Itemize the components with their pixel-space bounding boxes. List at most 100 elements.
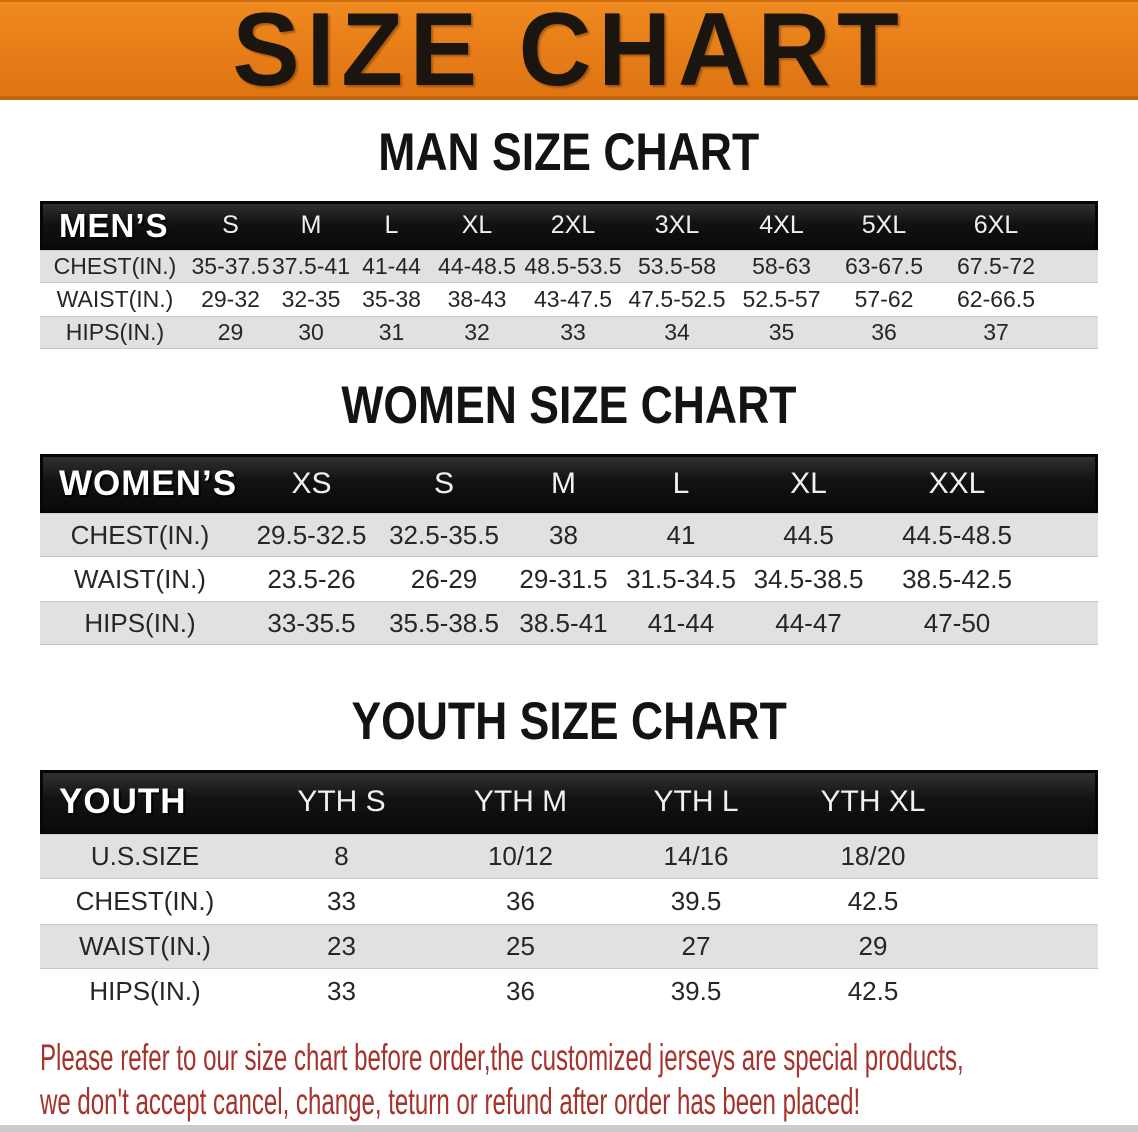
disclaimer-line-1: Please refer to our size chart before or… bbox=[40, 1037, 964, 1078]
bottom-strip bbox=[0, 1125, 1138, 1132]
size-chart-sections: MAN SIZE CHART MEN’S S M L XL 2XL 3XL 4XL 5XL 6XL C… bbox=[0, 126, 1138, 1014]
size-value: 25 bbox=[433, 924, 608, 969]
size-table-men: MEN’S S M L XL 2XL 3XL 4XL 5XL 6XL CHEST(IN.) 35-37… bbox=[40, 201, 1098, 349]
size-value: 38.5-41 bbox=[505, 601, 622, 645]
size-value: 23 bbox=[250, 924, 433, 969]
size-value: 31.5-34.5 bbox=[622, 557, 740, 601]
size-value: 44.5 bbox=[740, 513, 877, 557]
size-value: 29 bbox=[190, 316, 271, 349]
disclaimer: Please refer to our size chart before or… bbox=[40, 1036, 1138, 1124]
row-filler bbox=[962, 924, 1098, 969]
column-header: S bbox=[190, 201, 271, 250]
section-title-men: MAN SIZE CHART bbox=[0, 126, 1138, 179]
column-header: XL bbox=[740, 454, 877, 513]
row-label: CHEST(IN.) bbox=[40, 513, 240, 557]
column-header: 4XL bbox=[730, 201, 833, 250]
size-value: 32-35 bbox=[271, 283, 351, 316]
size-value: 10/12 bbox=[433, 834, 608, 879]
size-value: 36 bbox=[433, 969, 608, 1014]
size-value: 23.5-26 bbox=[240, 557, 383, 601]
size-value: 35-38 bbox=[351, 283, 432, 316]
header-group-label: WOMEN’S bbox=[40, 454, 240, 513]
row-filler bbox=[1057, 250, 1098, 283]
row-label: CHEST(IN.) bbox=[40, 879, 250, 924]
section-title-text: WOMEN SIZE CHART bbox=[341, 376, 797, 435]
table-header: MEN’S S M L XL 2XL 3XL 4XL 5XL 6XL bbox=[40, 201, 1098, 250]
table-row: WAIST(IN.) 23.5-26 26-29 29-31.5 31.5-34.5 34… bbox=[40, 557, 1098, 601]
column-header: YTH XL bbox=[784, 770, 962, 834]
size-value: 57-62 bbox=[833, 283, 935, 316]
row-filler bbox=[962, 969, 1098, 1014]
table-row: CHEST(IN.) 29.5-32.5 32.5-35.5 38 41 44.5 44.5… bbox=[40, 513, 1098, 557]
column-header: S bbox=[383, 454, 505, 513]
section-title-youth: YOUTH SIZE CHART bbox=[0, 695, 1138, 748]
row-filler bbox=[1037, 601, 1098, 645]
size-value: 41-44 bbox=[622, 601, 740, 645]
row-label: HIPS(IN.) bbox=[40, 601, 240, 645]
size-value: 33 bbox=[522, 316, 624, 349]
size-value: 30 bbox=[271, 316, 351, 349]
column-header: M bbox=[271, 201, 351, 250]
size-value: 34 bbox=[624, 316, 730, 349]
header-row: YOUTH YTH S YTH M YTH L YTH XL bbox=[40, 770, 1098, 834]
size-value: 29.5-32.5 bbox=[240, 513, 383, 557]
size-value: 14/16 bbox=[608, 834, 784, 879]
column-header: YTH M bbox=[433, 770, 608, 834]
size-value: 32 bbox=[432, 316, 522, 349]
header-row: WOMEN’S XS S M L XL XXL bbox=[40, 454, 1098, 513]
size-value: 34.5-38.5 bbox=[740, 557, 877, 601]
column-header: 2XL bbox=[522, 201, 624, 250]
row-label: HIPS(IN.) bbox=[40, 316, 190, 349]
column-header: XXL bbox=[877, 454, 1037, 513]
header-filler bbox=[1057, 201, 1098, 250]
table-row: WAIST(IN.) 23 25 27 29 bbox=[40, 924, 1098, 969]
size-table-youth: YOUTH YTH S YTH M YTH L YTH XL U.S.SIZE 8 10/12… bbox=[40, 770, 1098, 1014]
row-label: U.S.SIZE bbox=[40, 834, 250, 879]
size-value: 36 bbox=[433, 879, 608, 924]
size-value: 33 bbox=[250, 879, 433, 924]
size-value: 39.5 bbox=[608, 879, 784, 924]
column-header: M bbox=[505, 454, 622, 513]
column-header: L bbox=[351, 201, 432, 250]
table-body: CHEST(IN.) 35-37.5 37.5-41 41-44 44-48.5 48.5… bbox=[40, 250, 1098, 349]
header-group-label: MEN’S bbox=[40, 201, 190, 250]
size-value: 33-35.5 bbox=[240, 601, 383, 645]
size-value: 35.5-38.5 bbox=[383, 601, 505, 645]
size-value: 31 bbox=[351, 316, 432, 349]
size-value: 38 bbox=[505, 513, 622, 557]
column-header: L bbox=[622, 454, 740, 513]
table-row: U.S.SIZE 8 10/12 14/16 18/20 bbox=[40, 834, 1098, 879]
size-value: 41-44 bbox=[351, 250, 432, 283]
row-filler bbox=[1057, 283, 1098, 316]
header-filler bbox=[1037, 454, 1098, 513]
table-header: YOUTH YTH S YTH M YTH L YTH XL bbox=[40, 770, 1098, 834]
size-value: 58-63 bbox=[730, 250, 833, 283]
size-value: 44-47 bbox=[740, 601, 877, 645]
size-value: 44.5-48.5 bbox=[877, 513, 1037, 557]
size-value: 37 bbox=[935, 316, 1057, 349]
table-row: HIPS(IN.) 33 36 39.5 42.5 bbox=[40, 969, 1098, 1014]
row-label: CHEST(IN.) bbox=[40, 250, 190, 283]
size-value: 44-48.5 bbox=[432, 250, 522, 283]
header-row: MEN’S S M L XL 2XL 3XL 4XL 5XL 6XL bbox=[40, 201, 1098, 250]
section-men: MAN SIZE CHART MEN’S S M L XL 2XL 3XL 4XL 5XL 6XL C… bbox=[0, 126, 1138, 349]
section-youth: YOUTH SIZE CHART YOUTH YTH S YTH M YTH L YTH … bbox=[0, 695, 1138, 1014]
row-filler bbox=[1057, 316, 1098, 349]
size-value: 33 bbox=[250, 969, 433, 1014]
row-filler bbox=[962, 879, 1098, 924]
table-row: CHEST(IN.) 35-37.5 37.5-41 41-44 44-48.5 48.5… bbox=[40, 250, 1098, 283]
section-women: WOMEN SIZE CHART WOMEN’S XS S M L XL XXL CHEST(I… bbox=[0, 379, 1138, 645]
size-value: 63-67.5 bbox=[833, 250, 935, 283]
size-value: 42.5 bbox=[784, 879, 962, 924]
size-value: 36 bbox=[833, 316, 935, 349]
size-value: 52.5-57 bbox=[730, 283, 833, 316]
size-value: 32.5-35.5 bbox=[383, 513, 505, 557]
section-title-text: YOUTH SIZE CHART bbox=[351, 692, 787, 751]
disclaimer-line-2: we don't accept cancel, change, teturn o… bbox=[40, 1081, 861, 1122]
size-value: 37.5-41 bbox=[271, 250, 351, 283]
size-value: 41 bbox=[622, 513, 740, 557]
table-row: WAIST(IN.) 29-32 32-35 35-38 38-43 43-47.5 47.… bbox=[40, 283, 1098, 316]
size-table-women: WOMEN’S XS S M L XL XXL CHEST(IN.) 29.5-32.5 32.5… bbox=[40, 454, 1098, 645]
size-value: 67.5-72 bbox=[935, 250, 1057, 283]
